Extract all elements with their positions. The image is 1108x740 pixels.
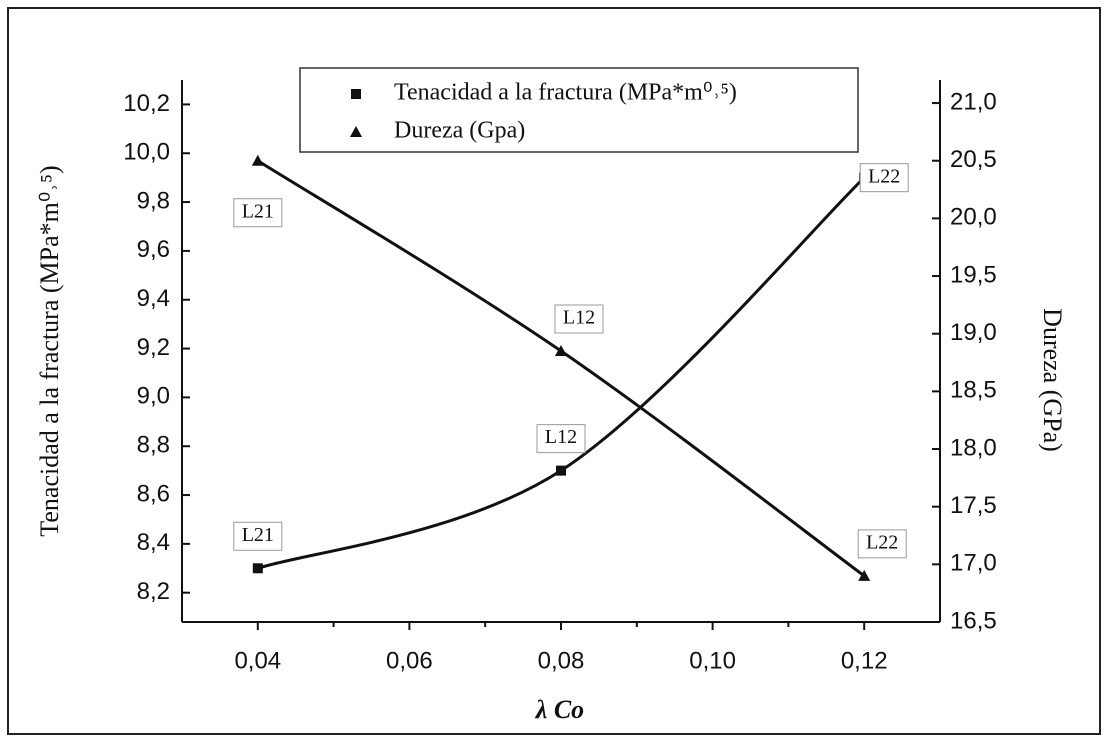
point-label-box (859, 163, 909, 193)
x-tick-label: 0,04 (234, 647, 281, 674)
y2-tick-label: 18,0 (950, 434, 997, 461)
point-label: L12 (545, 426, 577, 448)
y2-tick-label: 17,5 (950, 492, 997, 519)
y-tick-label: 9,4 (137, 285, 170, 312)
marker (351, 89, 361, 99)
marker (556, 465, 566, 476)
x-axis-label: λ Co (535, 695, 584, 724)
y2-tick-label: 20,5 (950, 146, 997, 173)
y-tick-label: 10,0 (123, 139, 170, 166)
y2-tick-label: 20,0 (950, 204, 997, 231)
point-label-box (554, 304, 604, 334)
y-tick-label: 8,4 (137, 529, 170, 556)
y2-tick-label: 19,5 (950, 261, 997, 288)
y2-tick-label: 18,5 (950, 377, 997, 404)
x-tick-label: 0,10 (689, 647, 736, 674)
y-tick-label: 8,2 (137, 578, 170, 605)
x-tick-label: 0,08 (538, 647, 585, 674)
y-tick-label: 8,8 (137, 432, 170, 459)
x-tick-label: 0,12 (841, 647, 888, 674)
y-tick-label: 9,2 (137, 334, 170, 361)
legend-label: Dureza (Gpa) (394, 118, 525, 144)
point-label: L12 (563, 307, 595, 329)
y-tick-label: 9,8 (137, 187, 170, 214)
point-label-box (857, 529, 907, 559)
marker (252, 563, 263, 574)
legend-label: Tenacidad a la fractura (MPa*m⁰˒⁵) (394, 80, 737, 106)
y2-tick-label: 16,5 (950, 607, 997, 634)
marker (858, 569, 871, 581)
y-tick-label: 9,0 (137, 383, 170, 410)
y2-axis-label: Dureza (GPa) (1038, 308, 1067, 452)
point-label: L21 (242, 200, 274, 222)
point-label: L22 (868, 165, 900, 187)
marker (350, 126, 362, 137)
marker (555, 345, 567, 356)
x-tick-label: 0,06 (386, 647, 433, 674)
legend-box (299, 67, 859, 153)
marker (251, 154, 264, 166)
y-tick-label: 10,2 (123, 90, 170, 117)
y-tick-label: 9,6 (137, 236, 170, 263)
point-label: L21 (242, 524, 274, 546)
point-label: L22 (866, 531, 898, 553)
y2-tick-label: 17,0 (950, 550, 997, 577)
point-label-box (233, 521, 283, 551)
point-label-box (536, 424, 586, 454)
y2-tick-label: 19,0 (950, 319, 997, 346)
y2-tick-label: 21,0 (950, 88, 997, 115)
y-tick-label: 8,6 (137, 480, 170, 507)
y-axis-label: Tenacidad a la fractura (MPa*m⁰˒⁵) (35, 165, 64, 536)
point-label-box (233, 198, 283, 228)
